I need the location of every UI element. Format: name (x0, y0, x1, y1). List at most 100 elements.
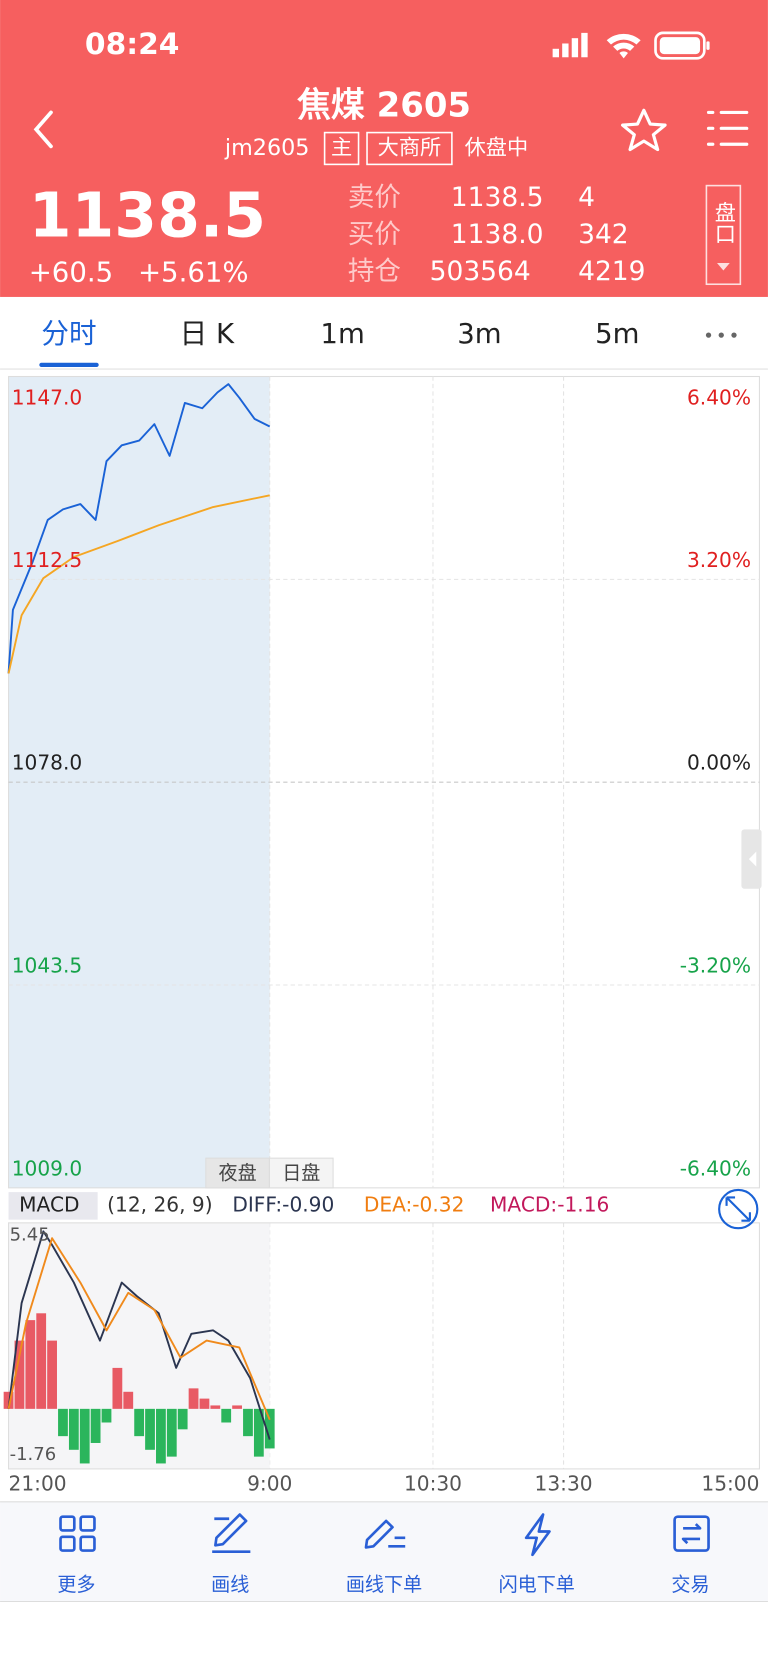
macd-y-tick-label: 5.45 (10, 1225, 50, 1246)
quote-label: 买价 (348, 219, 401, 250)
more-tabs[interactable] (705, 332, 737, 338)
tag: 大商所 (378, 135, 442, 160)
macd-params: (12, 26, 9) (107, 1192, 212, 1216)
orderbook-arrow (717, 263, 730, 271)
tabs: 分时 日 K 1m 3m 5m (39, 317, 640, 367)
macd-bar (221, 1408, 232, 1423)
macd-bar (36, 1313, 47, 1409)
macd-bar (25, 1320, 36, 1409)
x-tick-label: 9:00 (247, 1471, 292, 1495)
quote-table: 卖价 1138.5 4 买价 1138.0 342 持仓 503564 4219 (348, 182, 646, 287)
back-button[interactable] (33, 110, 53, 149)
macd-bar (253, 1408, 264, 1457)
macd-bar (166, 1408, 177, 1457)
tab[interactable]: 分时 (41, 317, 96, 350)
nav-item[interactable]: 更多 (57, 1573, 95, 1596)
price-chart: 1147.0 1112.5 1078.0 1043.5 1009.0 6.40% 3.20%… (7, 375, 760, 1495)
macd-readout: DEA:-0.32 (364, 1192, 465, 1216)
quote-price: 1138.5 (451, 182, 544, 213)
header-bg (0, 0, 768, 297)
price-line (7, 383, 271, 674)
x-tick-label: 10:30 (404, 1471, 462, 1495)
tab-underline (39, 362, 99, 367)
macd-bar (210, 1405, 221, 1409)
macd-bar (264, 1408, 275, 1449)
quote-price: 1138.0 (451, 219, 544, 250)
instrument-code: jm2605 (224, 135, 310, 161)
tab[interactable]: 5m (595, 317, 639, 350)
tag-box (366, 131, 453, 166)
y2-tick-label: -3.20% (680, 953, 751, 977)
average-line (7, 494, 270, 674)
macd-bar (3, 1391, 14, 1409)
macd-bar (199, 1398, 210, 1409)
orderbook-button[interactable] (705, 184, 742, 286)
nav-item[interactable]: 闪电下单 (499, 1573, 575, 1596)
diff-line (7, 1230, 271, 1440)
tab-bar (0, 296, 768, 370)
x-tick-label: 15:00 (701, 1471, 759, 1495)
last-price: 1138.5 (29, 180, 266, 252)
price-change-pct: +5.61% (138, 256, 249, 289)
session-button[interactable]: 夜盘 (219, 1162, 257, 1185)
y2-tick-label: 3.20% (687, 548, 751, 572)
session-button-bg[interactable] (205, 1157, 270, 1189)
macd-title: MACD (19, 1192, 79, 1216)
session-button-bg[interactable] (268, 1157, 334, 1189)
y-tick-label: 1009.0 (12, 1156, 82, 1180)
status-icons (552, 31, 710, 60)
tag-box (323, 131, 360, 166)
quote-volume: 4219 (578, 256, 645, 287)
x-tick-label: 13:30 (535, 1471, 593, 1495)
macd-chart: MACD (12, 26, 9) DIFF:-0.90 DEA:-0.32 MACD:-… (0, 1189, 768, 1470)
macd-bar (101, 1408, 112, 1423)
dea-line (7, 1237, 271, 1421)
expand-button[interactable] (718, 1188, 759, 1230)
nav-item[interactable]: 画线下单 (346, 1573, 422, 1596)
market-status: 休盘中 (465, 135, 529, 160)
macd-bar (243, 1408, 253, 1437)
instrument-title: 焦煤 2605 (297, 87, 471, 126)
bottom-nav: 更多 画线 画线下单 闪电下单 交易 (57, 1573, 709, 1596)
tab[interactable]: 3m (457, 317, 501, 350)
x-tick-label: 21:00 (9, 1471, 67, 1495)
menu-button[interactable] (706, 110, 749, 146)
y2-tick-label: 6.40% (687, 385, 751, 409)
status-time: 08:24 (85, 27, 180, 62)
macd-bar (177, 1408, 188, 1430)
favorite-button[interactable] (621, 108, 667, 152)
quote-volume: 4 (578, 182, 595, 213)
macd-bar (14, 1340, 25, 1409)
y2-tick-label: -6.40% (680, 1156, 751, 1180)
macd-bar (145, 1408, 155, 1450)
quote-label: 持仓 (348, 256, 401, 287)
y-tick-label: 1147.0 (12, 385, 82, 409)
quote-price: 503564 (430, 256, 531, 287)
macd-header-bg (0, 1189, 768, 1222)
side-drawer-arrow (748, 851, 757, 867)
orderbook-label: 盘口 (711, 201, 736, 244)
quote-volume: 342 (578, 219, 629, 250)
macd-bar (90, 1408, 101, 1443)
macd-bar (134, 1408, 145, 1437)
nav-icons (59, 1513, 710, 1557)
quote-label: 卖价 (348, 182, 401, 213)
y-tick-label: 1043.5 (12, 953, 82, 977)
macd-bar (232, 1405, 242, 1409)
y-tick-label: 1078.0 (12, 751, 82, 775)
macd-readout: DIFF:-0.90 (232, 1192, 334, 1216)
nav-item[interactable]: 画线 (211, 1573, 249, 1596)
macd-readout: MACD:-1.16 (490, 1192, 609, 1216)
session-button[interactable]: 日盘 (282, 1162, 320, 1185)
y-tick-label: 1112.5 (12, 548, 82, 572)
tab[interactable]: 1m (320, 317, 364, 350)
tab[interactable]: 日 K (180, 317, 235, 350)
bottom-nav-bg (0, 1501, 768, 1602)
plot-border (8, 1222, 760, 1470)
y2-tick-label: 0.00% (687, 751, 751, 775)
macd-y-tick-label: -1.76 (10, 1444, 57, 1465)
nav-item[interactable]: 交易 (671, 1573, 709, 1596)
macd-bar (188, 1388, 199, 1409)
